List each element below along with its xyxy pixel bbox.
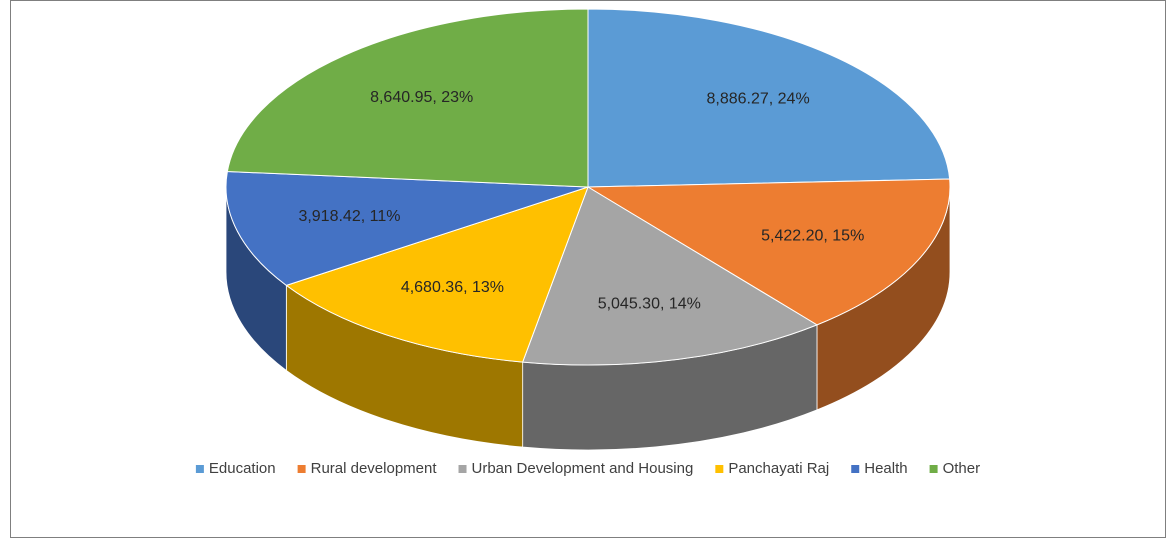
legend-swatch <box>851 465 860 473</box>
legend-swatch <box>458 465 467 473</box>
data-label: 8,640.95, 23% <box>370 89 473 106</box>
legend-label: Education <box>209 460 276 477</box>
pie-slice <box>521 186 819 366</box>
legend-swatch <box>715 465 724 473</box>
legend-swatch <box>195 465 204 473</box>
data-label: 3,918.42, 11% <box>298 208 400 225</box>
pie-slice <box>285 186 589 363</box>
legend-label: Other <box>943 460 981 477</box>
legend-label: Health <box>864 460 907 477</box>
legend-label: Urban Development and Housing <box>472 460 694 477</box>
legend-swatch <box>297 465 306 473</box>
legend-swatch <box>929 465 938 473</box>
pie-slice <box>587 8 951 188</box>
pie-slice <box>586 178 951 326</box>
pie-tops <box>225 8 951 366</box>
legend-label: Rural development <box>311 460 438 477</box>
legend-label: Panchayati Raj <box>728 460 829 477</box>
data-label: 8,886.27, 24% <box>706 91 809 108</box>
legend: Education Rural development Urban Developm… <box>195 460 981 477</box>
data-labels: 8,886.27, 24% 5,422.20, 15% 5,045.30, 14% 4… <box>298 89 864 312</box>
data-label: 5,422.20, 15% <box>761 228 864 245</box>
data-label: 5,045.30, 14% <box>598 295 701 312</box>
pie-slice <box>226 8 589 188</box>
data-label: 4,680.36, 13% <box>401 279 504 296</box>
pie-slice <box>225 170 589 286</box>
